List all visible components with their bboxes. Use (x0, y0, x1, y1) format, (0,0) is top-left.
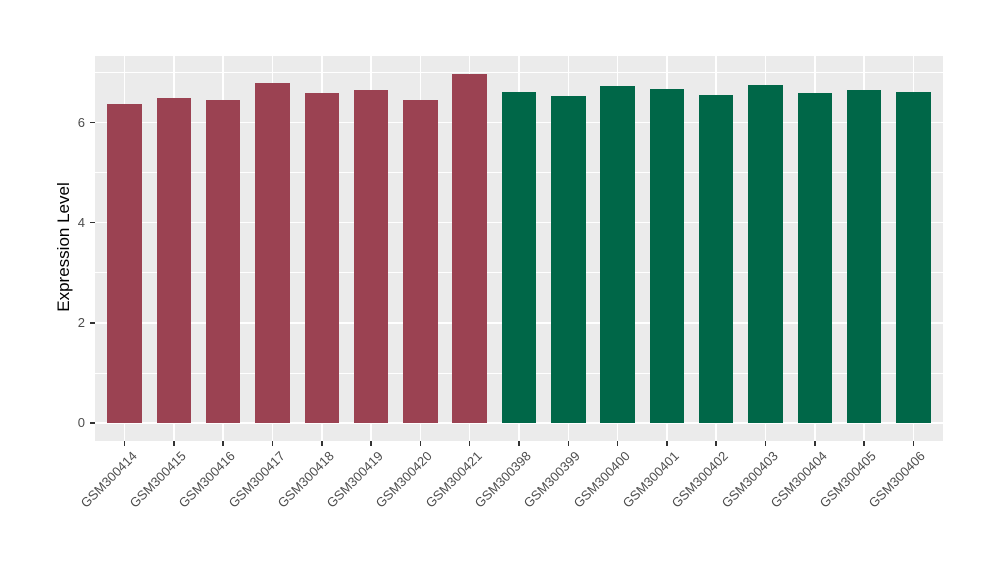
y-tick-label: 0 (77, 415, 85, 431)
bar-GSM300421 (452, 74, 487, 423)
bar-GSM300398 (501, 92, 537, 423)
y-axis-title: Expression Level (54, 182, 73, 312)
y-tick-label: 6 (77, 115, 85, 131)
y-tick (90, 121, 95, 124)
bar-GSM300402 (698, 94, 734, 423)
x-tick (222, 441, 224, 446)
y-tick (90, 322, 95, 324)
bar-GSM300400 (600, 86, 635, 423)
x-tick (567, 441, 570, 446)
x-tick (173, 441, 175, 446)
plot-panel (95, 56, 943, 441)
y-tick-label: 4 (77, 215, 85, 231)
y-tick (90, 221, 95, 224)
bar-GSM300419 (353, 89, 389, 423)
bar-GSM300415 (156, 98, 192, 423)
bar-GSM300406 (896, 92, 931, 423)
bar-GSM300405 (846, 89, 882, 423)
x-tick (518, 441, 520, 446)
y-tick-label: 2 (77, 315, 85, 331)
x-tick (123, 441, 126, 446)
bar-GSM300403 (748, 85, 783, 423)
x-tick (370, 441, 372, 446)
bar-GSM300418 (304, 92, 340, 423)
bar-GSM300417 (255, 82, 290, 423)
bar-GSM300404 (797, 92, 833, 423)
x-tick (616, 441, 619, 446)
x-tick (912, 441, 915, 446)
x-tick (814, 441, 816, 446)
bar-GSM300414 (107, 103, 142, 423)
x-tick (764, 441, 767, 446)
y-tick (90, 422, 95, 424)
x-tick (863, 441, 865, 446)
bar-GSM300416 (205, 100, 241, 423)
x-tick (715, 441, 717, 446)
x-tick (468, 441, 471, 446)
x-tick (271, 441, 274, 446)
x-tick (419, 441, 422, 446)
x-tick (321, 441, 323, 446)
bar-GSM300401 (649, 88, 685, 423)
bar-GSM300399 (551, 95, 586, 423)
bar-GSM300420 (403, 100, 438, 423)
x-tick (666, 441, 668, 446)
